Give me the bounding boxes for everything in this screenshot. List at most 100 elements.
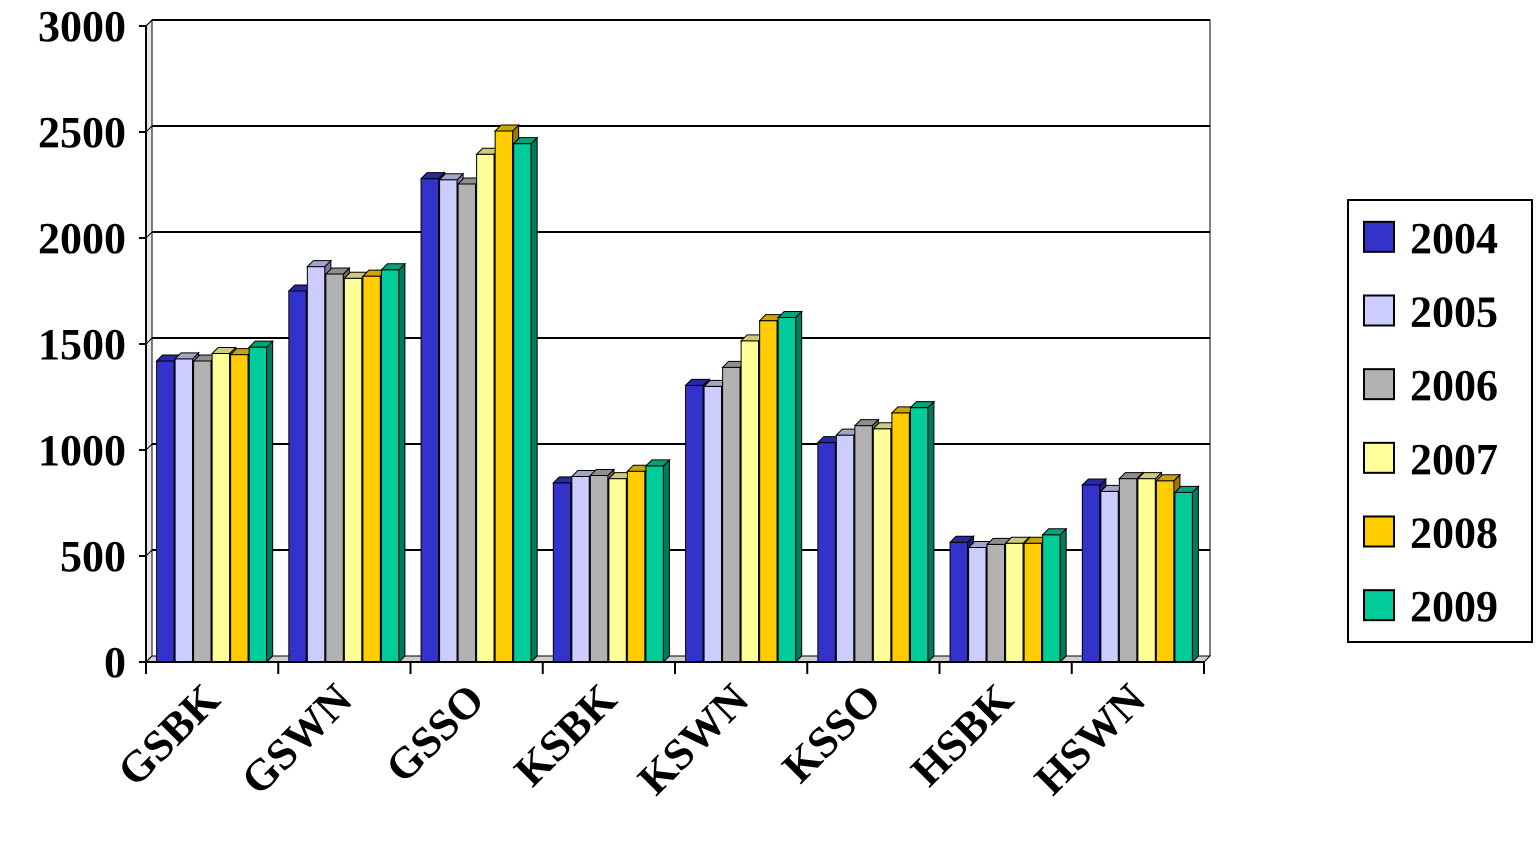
x-tick-label: HSBK [902, 674, 1023, 795]
legend-label: 2004 [1410, 214, 1498, 263]
bar-top [419, 172, 446, 180]
bar-front [362, 275, 381, 663]
bar-front [457, 183, 477, 663]
bar-top [853, 419, 880, 427]
bar-front [891, 412, 910, 663]
y-tick-label: 3000 [38, 2, 126, 51]
bar-top [684, 378, 711, 386]
bar-side [266, 339, 274, 664]
legend-swatch [1363, 441, 1395, 474]
bar-front [306, 266, 326, 663]
bar-top [1081, 478, 1108, 486]
bar-top [1136, 472, 1163, 480]
bar-front [817, 442, 836, 663]
bar-side [662, 458, 670, 664]
bar-front [1174, 491, 1193, 663]
bar [1041, 527, 1068, 664]
gridline-side [145, 19, 153, 27]
bar-top [324, 267, 351, 275]
x-tick-label: KSWN [628, 674, 758, 804]
bar-front [420, 178, 440, 663]
bar-top [1041, 528, 1068, 536]
x-tick-label: GSSO [376, 674, 494, 792]
y-tick-label: 2000 [38, 214, 126, 263]
x-tick-label: KSSO [773, 674, 891, 792]
bar-front [777, 317, 797, 663]
bar [909, 400, 936, 664]
bar-front [1005, 542, 1024, 663]
legend: 2004 2005 2006 2007 2008 2009 [1347, 199, 1533, 643]
bar-top [210, 347, 237, 355]
legend-label: 2006 [1410, 361, 1498, 410]
x-axis: GSBK GSWN GSSO KSBK KSWN KSSO HSBK HSWN [108, 661, 1205, 804]
bar-front [1118, 478, 1138, 663]
legend-swatch [1363, 294, 1395, 327]
bar-front [835, 434, 855, 663]
bar-top [173, 352, 200, 360]
bar-front [494, 130, 514, 663]
y-tick-label: 1500 [38, 320, 126, 369]
bar-front [513, 143, 532, 663]
bar-top [380, 263, 407, 271]
bar-front [703, 385, 723, 663]
bar-top [1004, 536, 1031, 544]
bar [247, 339, 274, 664]
bar-front [740, 340, 760, 663]
bar-front [909, 407, 929, 663]
y-tick-label: 0 [104, 638, 126, 687]
legend-box [1347, 199, 1533, 643]
legend-label: 2008 [1410, 509, 1498, 558]
bar-front [1081, 484, 1101, 663]
bars [155, 123, 1200, 664]
bar-front [722, 366, 741, 663]
bar-front [193, 360, 212, 663]
y-tick-label: 2500 [38, 108, 126, 157]
bar-front [608, 478, 627, 663]
legend-swatch [1363, 589, 1395, 622]
legend-label: 2007 [1410, 435, 1498, 484]
bar-front [685, 384, 704, 663]
bar-side [530, 136, 538, 664]
bar-front [380, 269, 400, 663]
bar-top [512, 137, 539, 145]
bar-side [795, 310, 803, 664]
bar-front [1023, 542, 1043, 663]
bar [380, 262, 407, 664]
bar-front [343, 277, 363, 663]
bar-front [986, 543, 1006, 663]
bar-top [1173, 485, 1200, 493]
bar-front [1155, 480, 1175, 663]
bar-front [1042, 534, 1061, 663]
bar-front [248, 346, 268, 663]
bar-front [571, 476, 590, 663]
bar-front [589, 474, 609, 663]
legend-swatch [1363, 220, 1395, 253]
bar-top [247, 340, 274, 348]
bar-front [759, 320, 778, 663]
x-tick-label: GSWN [232, 674, 362, 804]
bar-top [948, 535, 975, 543]
bar-front [325, 273, 344, 663]
legend-label: 2009 [1410, 582, 1498, 631]
bar-top [589, 468, 616, 476]
y-tick-label: 500 [60, 532, 126, 581]
bar-front [626, 470, 646, 663]
bar-front [1100, 490, 1119, 663]
bar-front [211, 353, 231, 663]
bar-front [968, 547, 987, 663]
bar-top [1155, 474, 1182, 482]
bar [776, 310, 803, 664]
bar-side [1191, 485, 1199, 664]
y-axis: 0 500 1000 1500 2000 2500 3000 [38, 2, 147, 687]
bar-front [854, 425, 873, 663]
legend-label: 2005 [1410, 288, 1498, 337]
bar-front [872, 428, 892, 663]
bar-front [174, 358, 194, 663]
bar-side [1059, 527, 1067, 664]
bar-front [552, 482, 572, 663]
bar-top [776, 311, 803, 318]
bar-front [230, 354, 249, 663]
bar-top [909, 401, 936, 409]
legend-swatch [1363, 515, 1395, 548]
